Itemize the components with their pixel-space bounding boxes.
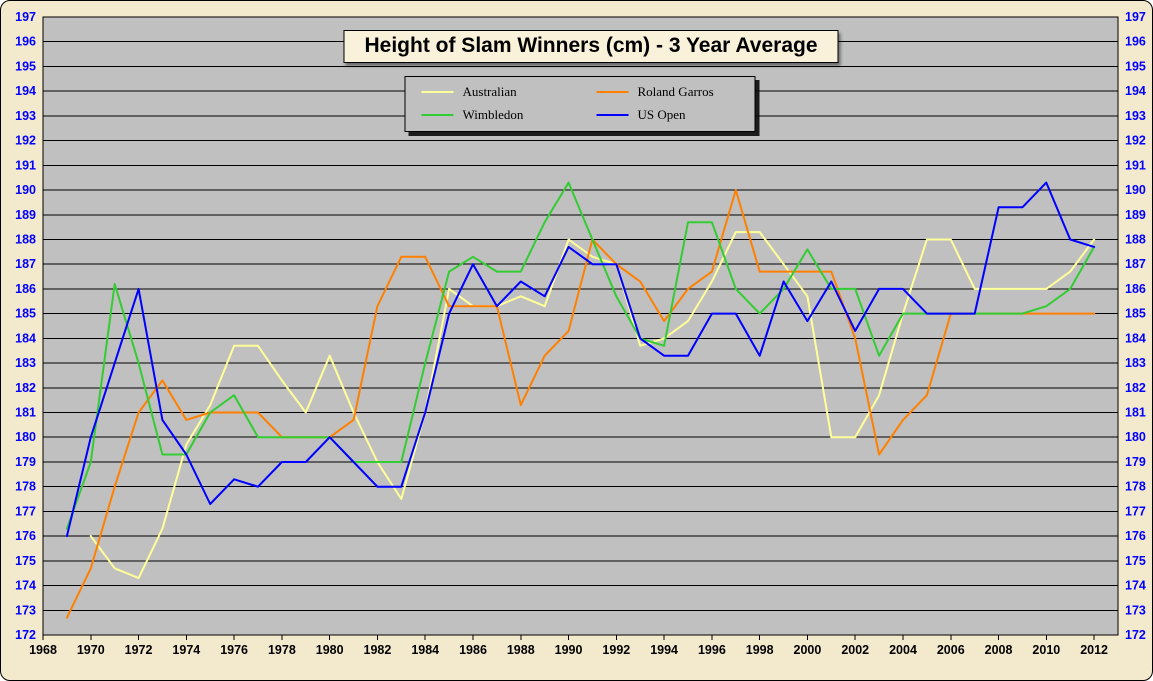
x-axis-label: 1980: [316, 643, 344, 657]
y-axis-label-right: 193: [1125, 109, 1146, 123]
y-axis-label-right: 182: [1125, 381, 1146, 395]
y-axis-label-left: 173: [15, 603, 36, 617]
y-axis-label-right: 196: [1125, 35, 1146, 49]
x-axis-label: 2006: [937, 643, 965, 657]
y-axis-label-left: 183: [15, 356, 36, 370]
legend-swatch-0: [421, 91, 454, 93]
y-axis-label-left: 189: [15, 208, 36, 222]
y-axis-label-right: 192: [1125, 134, 1146, 148]
x-axis-label: 2010: [1032, 643, 1060, 657]
legend-item-us-open: US Open: [596, 107, 737, 123]
y-axis-label-right: 178: [1125, 480, 1146, 494]
x-axis-label: 1970: [77, 643, 105, 657]
y-axis-label-right: 188: [1125, 232, 1146, 246]
y-axis-label-left: 172: [15, 628, 36, 642]
x-axis-label: 1976: [220, 643, 248, 657]
x-axis-label: 1988: [507, 643, 535, 657]
y-axis-label-left: 192: [15, 134, 36, 148]
y-axis-label-right: 184: [1125, 331, 1146, 345]
y-axis-label-right: 189: [1125, 208, 1146, 222]
y-axis-label-right: 185: [1125, 307, 1146, 321]
y-axis-label-right: 190: [1125, 183, 1146, 197]
chart-title: Height of Slam Winners (cm) - 3 Year Ave…: [343, 30, 839, 63]
y-axis-label-right: 172: [1125, 628, 1146, 642]
y-axis-label-left: 175: [15, 554, 36, 568]
x-axis-label: 1982: [364, 643, 392, 657]
y-axis-label-right: 173: [1125, 603, 1146, 617]
series-line-wimbledon: [65, 181, 1096, 530]
x-axis-label: 1996: [698, 643, 726, 657]
x-axis-label: 2008: [985, 643, 1013, 657]
y-axis-label-right: 187: [1125, 257, 1146, 271]
y-axis-label-left: 193: [15, 109, 36, 123]
y-axis-label-left: 191: [15, 158, 36, 172]
legend-swatch-3: [596, 114, 629, 116]
y-axis-label-right: 175: [1125, 554, 1146, 568]
legend-swatch-1: [596, 91, 629, 93]
y-axis-label-right: 181: [1125, 406, 1146, 420]
y-axis-label-left: 176: [15, 529, 36, 543]
y-axis-label-right: 197: [1125, 10, 1146, 24]
y-axis-label-left: 194: [15, 84, 36, 98]
legend-label-roland-garros: Roland Garros: [637, 84, 714, 99]
y-axis-label-left: 195: [15, 59, 36, 73]
x-axis-label: 1972: [125, 643, 153, 657]
series-line-australian: [89, 231, 1096, 580]
x-axis-label: 1984: [411, 643, 439, 657]
y-axis-label-right: 186: [1125, 282, 1146, 296]
legend-label-australian: Australian: [462, 84, 517, 99]
y-axis-label-left: 190: [15, 183, 36, 197]
plot-border: [42, 16, 1119, 636]
legend-label-wimbledon: Wimbledon: [462, 107, 524, 122]
y-axis-label-left: 182: [15, 381, 36, 395]
y-axis-label-left: 181: [15, 406, 36, 420]
series-line-us-open: [65, 181, 1096, 538]
y-axis-label-left: 188: [15, 232, 36, 246]
x-axis-label: 1968: [29, 643, 57, 657]
x-axis-label: 1974: [172, 643, 200, 657]
y-axis-label-right: 177: [1125, 504, 1146, 518]
y-axis-label-left: 180: [15, 430, 36, 444]
x-axis-label: 1978: [268, 643, 296, 657]
x-axis-label: 1990: [555, 643, 583, 657]
y-axis-label-right: 195: [1125, 59, 1146, 73]
y-axis-label-left: 187: [15, 257, 36, 271]
y-axis-label-left: 196: [15, 35, 36, 49]
y-axis-label-left: 174: [15, 579, 36, 593]
x-axis-label: 1986: [459, 643, 487, 657]
y-axis-label-right: 180: [1125, 430, 1146, 444]
y-axis-label-left: 179: [15, 455, 36, 469]
chart-title-text: Height of Slam Winners (cm) - 3 Year Ave…: [364, 34, 818, 57]
legend: Australian Roland Garros Wimbledon US Op…: [404, 76, 756, 132]
y-axis-label-right: 176: [1125, 529, 1146, 543]
legend-swatch-2: [421, 114, 454, 116]
x-axis-label: 1992: [602, 643, 630, 657]
x-axis-label: 2000: [794, 643, 822, 657]
y-axis-label-left: 178: [15, 480, 36, 494]
legend-label-us-open: US Open: [637, 107, 686, 122]
y-axis-label-right: 194: [1125, 84, 1146, 98]
y-axis-label-right: 174: [1125, 579, 1146, 593]
y-axis-label-left: 186: [15, 282, 36, 296]
legend-item-australian: Australian: [421, 84, 597, 100]
y-axis-label-right: 179: [1125, 455, 1146, 469]
x-axis-label: 2012: [1080, 643, 1108, 657]
legend-item-wimbledon: Wimbledon: [421, 107, 597, 123]
y-axis-label-left: 177: [15, 504, 36, 518]
y-axis-label-left: 197: [15, 10, 36, 24]
x-axis-label: 2004: [889, 643, 917, 657]
y-axis-label-right: 183: [1125, 356, 1146, 370]
y-axis-label-right: 191: [1125, 158, 1146, 172]
x-axis-label: 1994: [650, 643, 678, 657]
y-axis-label-left: 184: [15, 331, 36, 345]
legend-item-roland-garros: Roland Garros: [596, 84, 737, 100]
x-axis-label: 2002: [841, 643, 869, 657]
y-axis-label-left: 185: [15, 307, 36, 321]
x-axis-label: 1998: [746, 643, 774, 657]
series-line-roland-garros: [65, 189, 1096, 619]
